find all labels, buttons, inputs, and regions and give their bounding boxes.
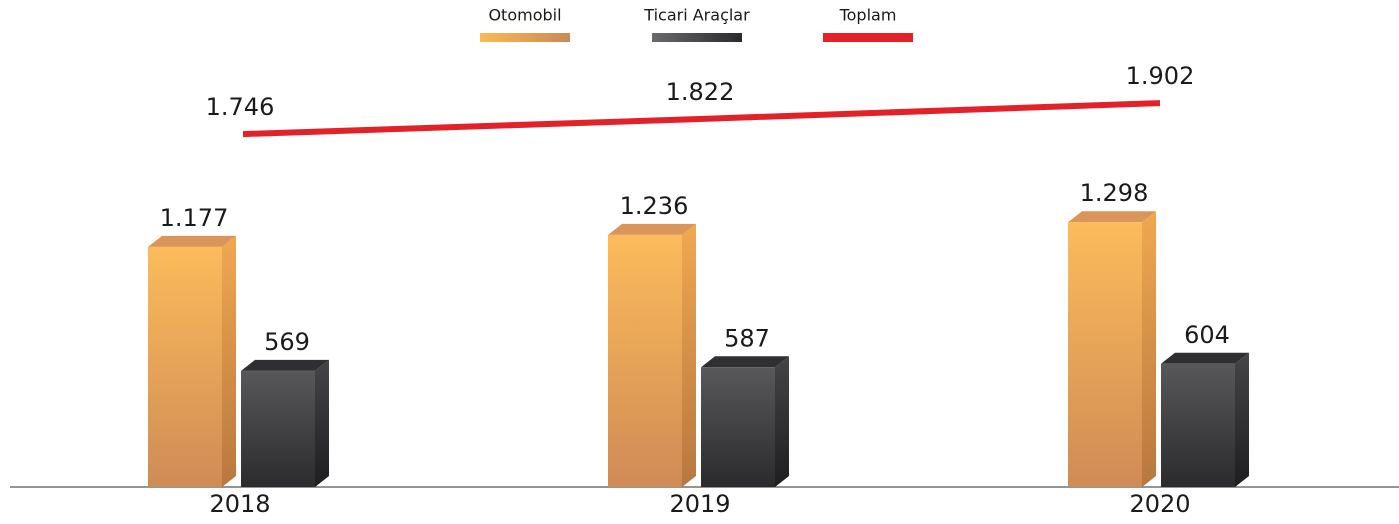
bar	[1068, 211, 1156, 487]
data-label: 1.298	[1080, 179, 1149, 207]
data-label: 1.902	[1126, 62, 1195, 90]
bar-side	[1235, 352, 1249, 487]
bar-front	[608, 234, 682, 487]
data-label: 569	[264, 328, 310, 356]
legend-label: Otomobil	[488, 6, 561, 25]
legend-swatch	[823, 33, 913, 42]
x-tick-label: 2019	[669, 490, 730, 518]
bar-front	[241, 370, 315, 487]
total-line	[242, 100, 1161, 138]
bar-side	[315, 359, 329, 487]
bar-side	[222, 235, 236, 487]
legend-swatch	[652, 33, 742, 42]
bar-top	[608, 223, 696, 235]
x-tick-label: 2018	[209, 490, 270, 518]
data-label: 1.236	[620, 192, 689, 220]
bar	[608, 223, 696, 487]
legend-swatch	[480, 33, 570, 42]
bar-front	[1068, 222, 1142, 487]
bar	[241, 359, 329, 487]
bar-top	[148, 235, 236, 247]
bar-side	[1142, 211, 1156, 487]
x-tick-label: 2020	[1129, 490, 1190, 518]
bar-side	[775, 356, 789, 487]
legend-label: Ticari Araçlar	[643, 6, 750, 25]
bar-front	[148, 246, 222, 487]
data-label: 1.177	[160, 204, 229, 232]
bar-top	[241, 359, 329, 371]
bar	[148, 235, 236, 487]
legend-label: Toplam	[839, 6, 897, 25]
bar	[701, 356, 789, 487]
bar-top	[701, 356, 789, 368]
data-label: 587	[724, 324, 770, 352]
bar-front	[1161, 363, 1235, 487]
bar-front	[701, 367, 775, 487]
bar-side	[682, 223, 696, 487]
bar-top	[1068, 211, 1156, 223]
bar-top	[1161, 352, 1249, 364]
data-label: 604	[1184, 321, 1230, 349]
bar	[1161, 352, 1249, 487]
data-label: 1.822	[666, 78, 735, 106]
data-label: 1.746	[206, 93, 275, 121]
